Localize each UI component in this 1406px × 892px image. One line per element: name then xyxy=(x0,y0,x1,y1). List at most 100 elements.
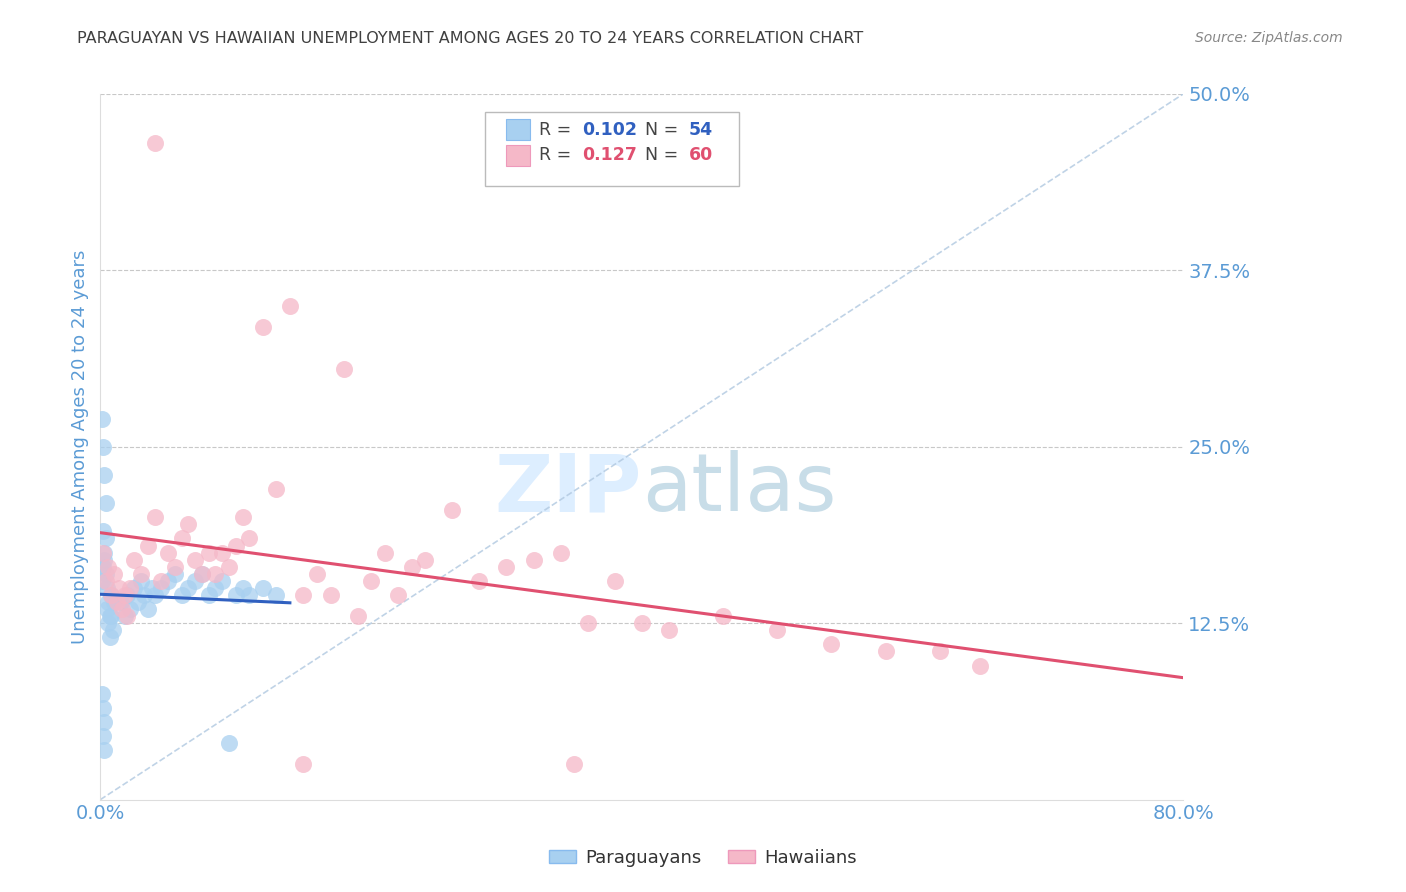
Point xyxy=(93,552,115,566)
Point xyxy=(225,588,247,602)
Point xyxy=(266,482,288,496)
Point xyxy=(143,510,166,524)
Text: N =: N = xyxy=(645,120,683,139)
FancyBboxPatch shape xyxy=(485,112,740,186)
Point xyxy=(184,552,207,566)
Point xyxy=(122,552,145,566)
Point xyxy=(522,552,544,566)
Point xyxy=(101,624,124,638)
Point xyxy=(150,581,173,595)
Point xyxy=(875,644,897,658)
Point xyxy=(550,546,572,560)
Point xyxy=(100,588,122,602)
Point xyxy=(360,574,382,588)
Point xyxy=(495,559,517,574)
Point xyxy=(90,687,112,701)
Point xyxy=(93,467,115,482)
Point xyxy=(136,602,159,616)
Point xyxy=(204,566,226,581)
Point xyxy=(374,546,396,560)
Point xyxy=(111,602,134,616)
Point xyxy=(928,644,950,658)
Point xyxy=(319,588,342,602)
Point xyxy=(114,588,136,602)
Point xyxy=(191,566,214,581)
Point xyxy=(562,757,585,772)
Point xyxy=(117,588,139,602)
Point xyxy=(711,609,734,624)
Point xyxy=(120,581,142,595)
Point xyxy=(122,581,145,595)
Point xyxy=(129,574,152,588)
Point xyxy=(143,136,166,151)
Point xyxy=(184,574,207,588)
Point xyxy=(658,624,681,638)
Point xyxy=(204,581,226,595)
Point xyxy=(96,581,118,595)
Point xyxy=(163,566,186,581)
Legend: Paraguayans, Hawaiians: Paraguayans, Hawaiians xyxy=(541,842,865,874)
Point xyxy=(231,581,253,595)
Point xyxy=(413,552,436,566)
Point xyxy=(157,574,180,588)
Point xyxy=(91,701,114,715)
Text: 60: 60 xyxy=(689,146,713,164)
Point xyxy=(97,616,120,631)
Point xyxy=(292,588,315,602)
Text: 54: 54 xyxy=(689,120,713,139)
Point xyxy=(91,440,114,454)
Point xyxy=(238,588,260,602)
Point xyxy=(114,609,136,624)
Point xyxy=(129,566,152,581)
Point xyxy=(820,637,842,651)
Text: ZIP: ZIP xyxy=(495,450,643,528)
Point xyxy=(97,595,120,609)
Point xyxy=(197,588,219,602)
Point xyxy=(150,574,173,588)
Point xyxy=(97,559,120,574)
Point xyxy=(90,574,112,588)
Point xyxy=(143,588,166,602)
Point xyxy=(292,757,315,772)
FancyBboxPatch shape xyxy=(506,120,530,140)
Point xyxy=(278,299,301,313)
Point xyxy=(98,609,121,624)
Point xyxy=(231,510,253,524)
Point xyxy=(631,616,654,631)
Text: atlas: atlas xyxy=(643,450,837,528)
Point xyxy=(225,539,247,553)
Point xyxy=(103,595,125,609)
Point xyxy=(94,566,117,581)
FancyBboxPatch shape xyxy=(506,145,530,166)
Point xyxy=(333,362,356,376)
Point xyxy=(94,532,117,546)
Point xyxy=(218,736,240,750)
Point xyxy=(91,546,114,560)
Point xyxy=(120,602,142,616)
Text: R =: R = xyxy=(538,120,576,139)
Point xyxy=(603,574,626,588)
Point xyxy=(132,588,155,602)
Point xyxy=(94,496,117,510)
Point xyxy=(127,595,149,609)
Point xyxy=(576,616,599,631)
Point xyxy=(969,658,991,673)
Point xyxy=(346,609,368,624)
Point xyxy=(90,411,112,425)
Point xyxy=(211,546,233,560)
Point xyxy=(91,729,114,743)
Point xyxy=(100,588,122,602)
Text: PARAGUAYAN VS HAWAIIAN UNEMPLOYMENT AMONG AGES 20 TO 24 YEARS CORRELATION CHART: PARAGUAYAN VS HAWAIIAN UNEMPLOYMENT AMON… xyxy=(77,31,863,46)
Point xyxy=(387,588,409,602)
Point xyxy=(91,524,114,539)
Point xyxy=(177,581,200,595)
Point xyxy=(252,319,274,334)
Point xyxy=(141,581,163,595)
Point xyxy=(94,574,117,588)
Point xyxy=(136,539,159,553)
Point xyxy=(211,574,233,588)
Point xyxy=(98,630,121,644)
Point xyxy=(252,581,274,595)
Text: 0.127: 0.127 xyxy=(582,146,637,164)
Point xyxy=(468,574,491,588)
